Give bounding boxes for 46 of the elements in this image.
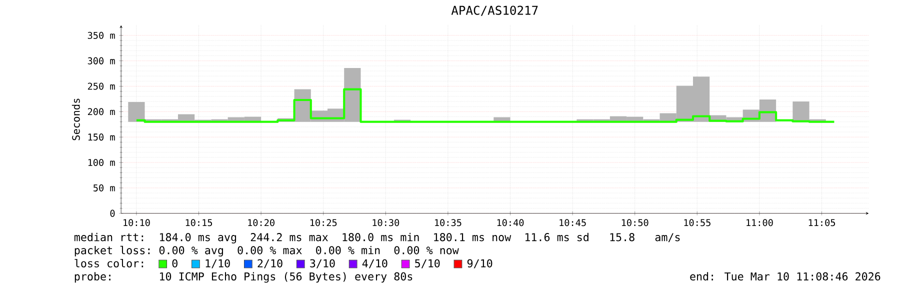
x-tick-label: 10:45 [560,219,586,226]
x-tick-label: 10:35 [435,219,462,226]
x-tick-label: 11:00 [746,219,773,226]
legend-label: 9/10 [467,259,492,268]
chart-title: APAC/AS10217 [451,6,538,16]
y-tick-label: 100 m [88,159,115,166]
text: 180.0 ms min [342,233,419,242]
text: 184.0 ms avg [160,233,236,244]
text: 11.6 ms sd [525,233,588,242]
legend-label: 1/10 [206,259,230,268]
x-tick-label: 10:15 [186,219,212,226]
y-axis-title: Seconds [72,98,80,140]
text: am/s [655,233,680,242]
y-tick-label: 200 m [88,108,115,116]
legend-title: loss color: [74,259,144,268]
x-tick-label: 10:30 [372,219,400,226]
y-tick-label: 50 m [94,184,115,192]
text: 0.00 % min [316,246,380,254]
text: 244.2 ms max [250,233,328,242]
y-tick-label: 250 m [88,82,115,90]
text: 180.1 ms now [434,233,512,242]
legend-label: 2/10 [258,259,282,268]
text: 0.00 % max [238,246,302,254]
text: probe: [74,272,110,283]
legend-label: 4/10 [362,259,388,268]
text: packet loss: [74,246,150,257]
y-tick-label: 350 m [88,32,115,40]
legend-label: 0 [172,259,178,268]
x-tick-label: 10:25 [310,219,337,226]
text: end: Tue Mar 10 11:08:46 2026 [690,272,880,281]
x-tick-label: 11:05 [808,219,836,226]
x-tick-label: 10:10 [124,219,150,226]
y-tick-label: 150 m [88,134,115,141]
legend-label: 5/10 [415,259,440,268]
y-tick-label: 0 [110,210,115,218]
legend-label: 3/10 [310,259,335,268]
y-tick-label: 300 m [88,57,115,64]
text: median rtt: [74,233,144,242]
x-tick-label: 10:50 [622,219,648,226]
x-tick-label: 10:40 [497,219,524,226]
text: 10 ICMP Echo Pings (56 Bytes) every 80s [160,272,412,283]
text: 0.00 % avg [159,246,223,257]
x-tick-label: 10:20 [248,219,274,226]
x-tick-label: 10:55 [684,219,710,226]
text: 15.8 [610,233,634,242]
text: 0.00 % now [394,246,459,254]
